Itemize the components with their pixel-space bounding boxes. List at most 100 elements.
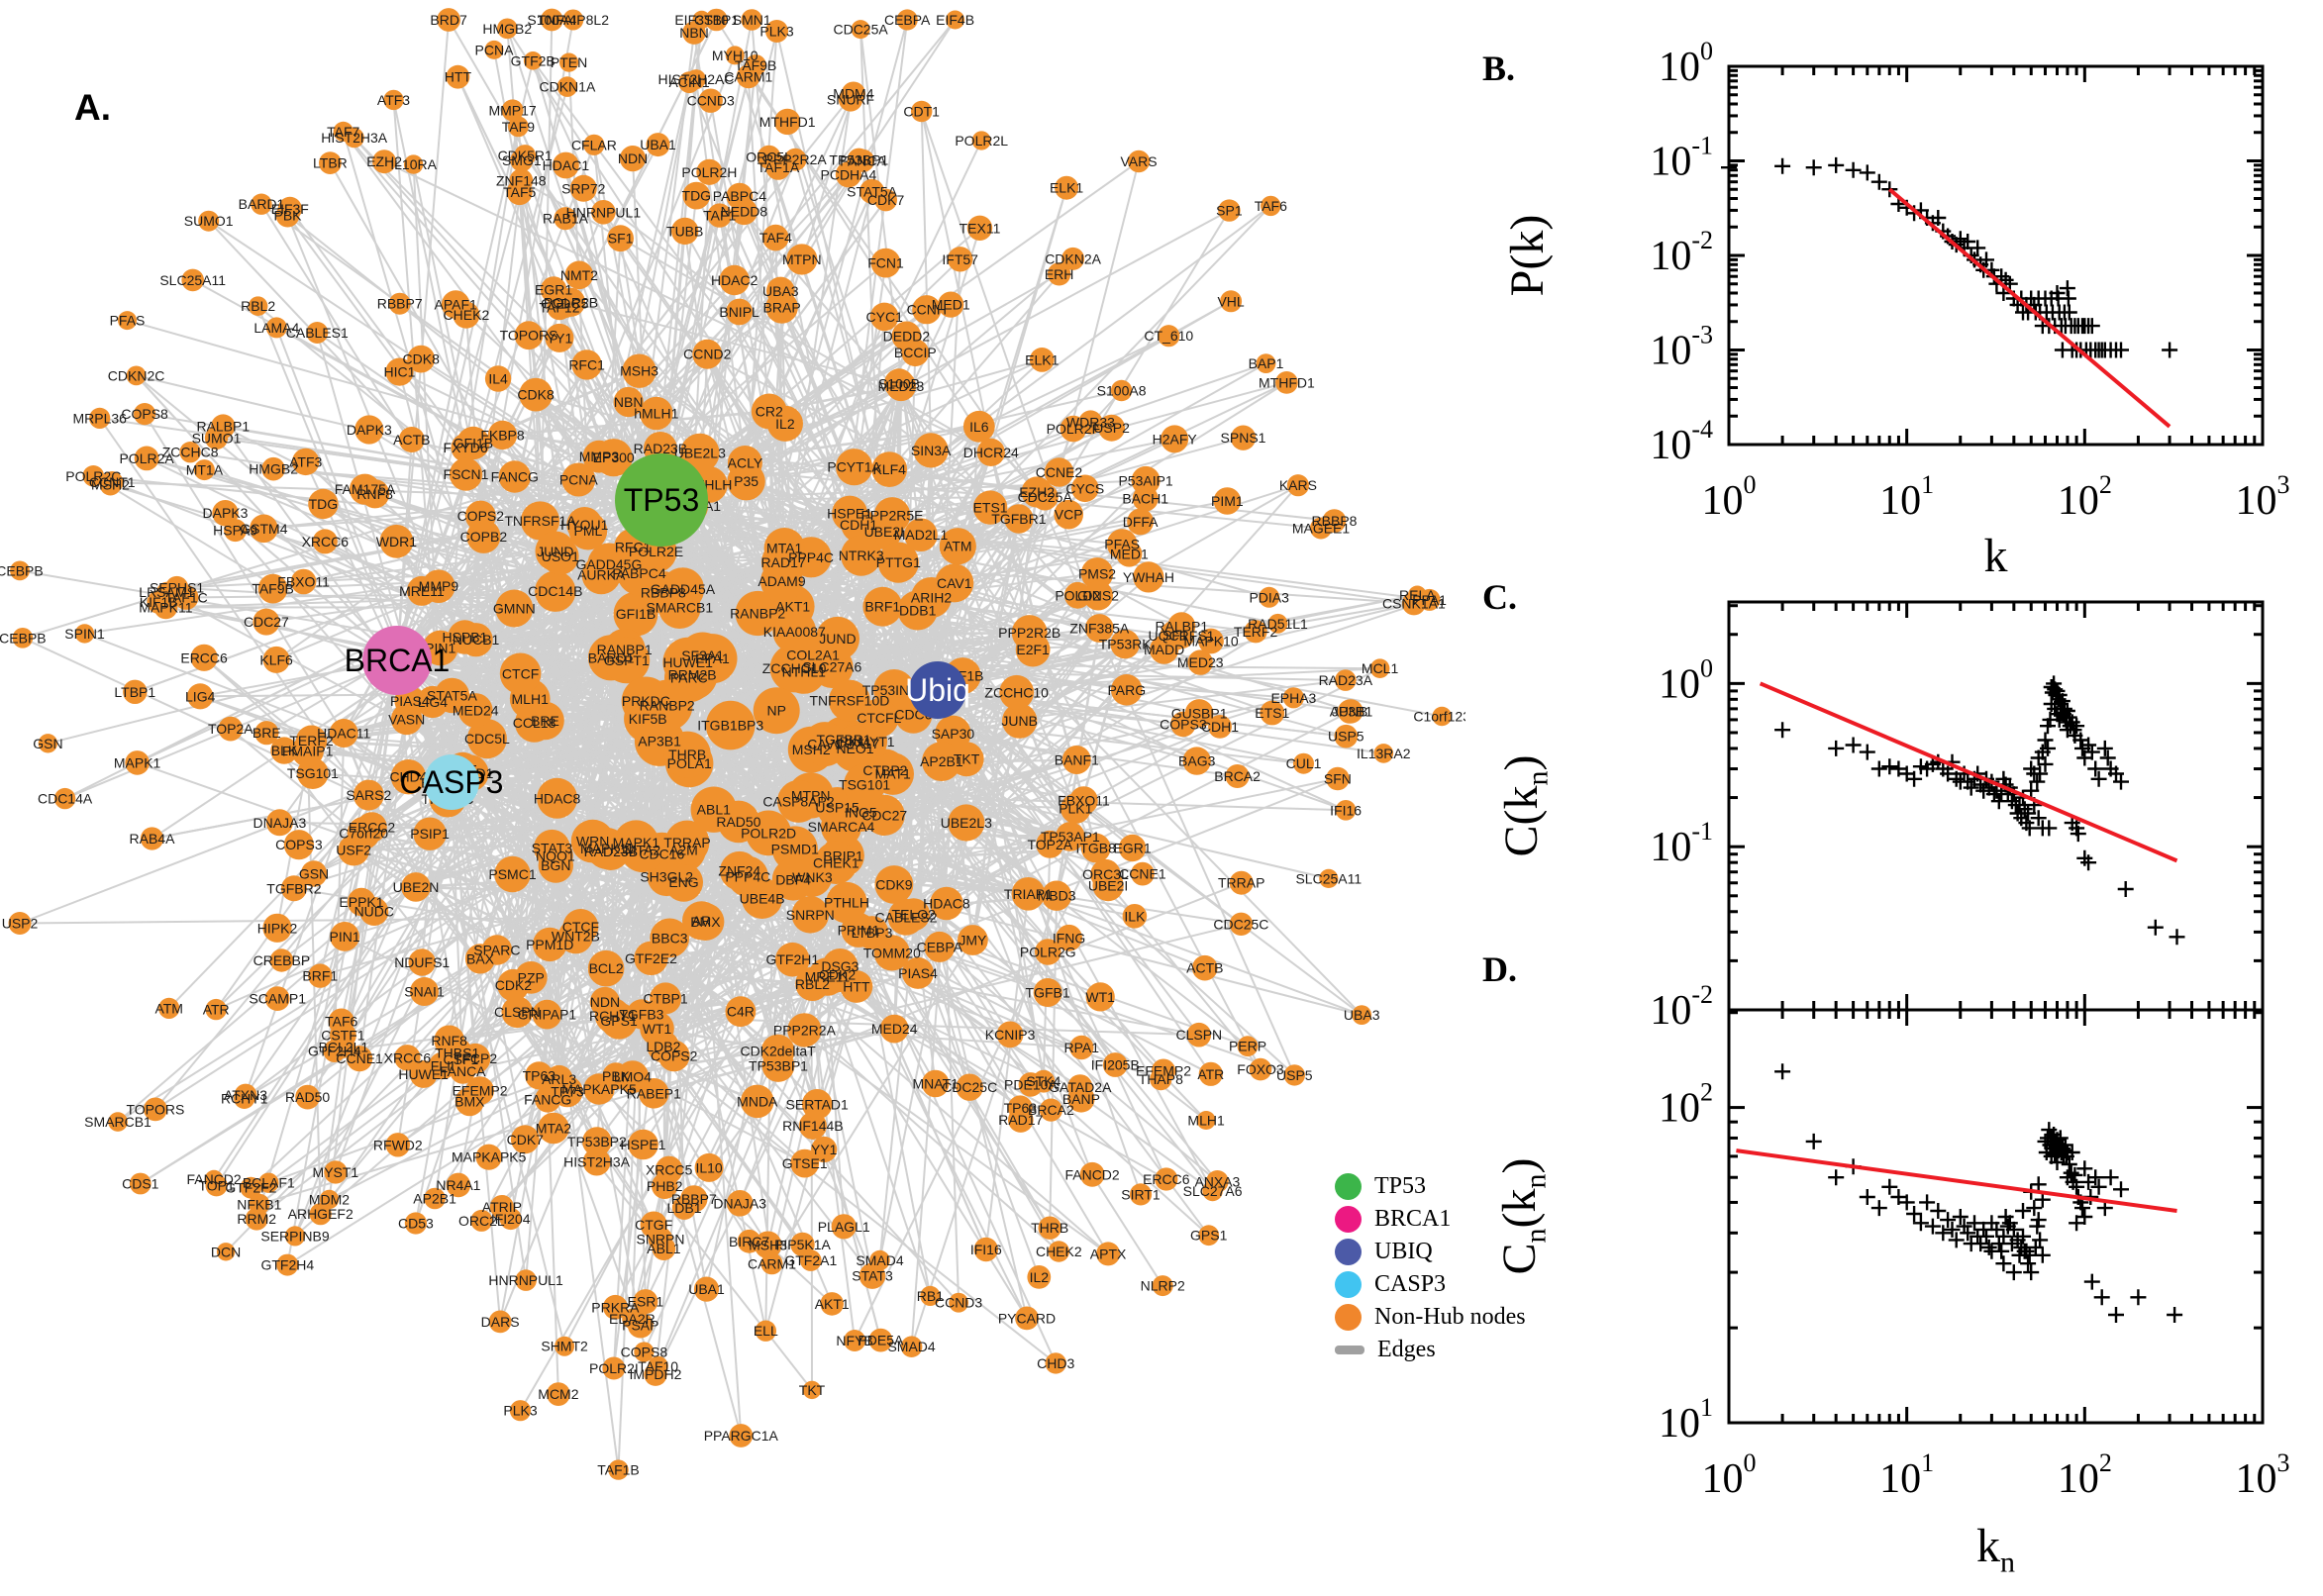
svg-text:S100A4: S100A4	[527, 12, 576, 28]
svg-text:A2M: A2M	[669, 842, 698, 857]
svg-text:TEX11: TEX11	[960, 220, 1001, 236]
svg-text:MSH3: MSH3	[749, 1237, 787, 1252]
svg-text:MDM4: MDM4	[833, 86, 873, 102]
network-hub-nodes: TP53 BRCA1 Ubiq CASP3	[345, 453, 970, 810]
svg-text:FBXO11: FBXO11	[1058, 793, 1110, 809]
svg-text:FANCA: FANCA	[440, 1063, 486, 1079]
hub-label-casp3: CASP3	[400, 764, 504, 800]
svg-text:ILK: ILK	[1124, 908, 1146, 924]
svg-text:ZNF385A: ZNF385A	[1069, 621, 1130, 637]
svg-text:ARL3: ARL3	[542, 1071, 576, 1087]
svg-text:RBL2: RBL2	[241, 298, 275, 314]
svg-text:TGFBR1: TGFBR1	[991, 511, 1046, 527]
svg-text:CAV1: CAV1	[937, 575, 972, 591]
svg-text:IL6: IL6	[969, 419, 989, 435]
svg-text:CLSPN: CLSPN	[1175, 1027, 1222, 1043]
svg-text:SMG1: SMG1	[502, 152, 542, 168]
svg-text:BAX: BAX	[466, 950, 495, 966]
svg-text:CDK7: CDK7	[507, 1132, 545, 1147]
svg-text:CDC25A: CDC25A	[1018, 489, 1073, 505]
svg-text:Cn(kn): Cn(kn)	[1493, 1158, 1553, 1275]
svg-text:NMT2: NMT2	[560, 267, 598, 283]
svg-text:HUWE1: HUWE1	[398, 1066, 449, 1082]
svg-text:TDG: TDG	[309, 496, 339, 512]
svg-text:IFI205B: IFI205B	[1091, 1057, 1140, 1073]
power-law-fit-line	[1736, 1148, 2177, 1213]
svg-text:GTF2H1: GTF2H1	[765, 951, 819, 967]
svg-text:DAPK3: DAPK3	[347, 422, 392, 438]
svg-text:FLII: FLII	[431, 1057, 454, 1073]
svg-text:HIST2H2AC: HIST2H2AC	[657, 71, 734, 87]
svg-text:NUDC: NUDC	[354, 904, 394, 920]
svg-text:PARC: PARC	[670, 670, 708, 686]
svg-text:PLK3: PLK3	[503, 1403, 537, 1419]
svg-text:NQO1: NQO1	[536, 848, 575, 863]
svg-text:HMGB2: HMGB2	[482, 21, 532, 37]
svg-text:RAD23B: RAD23B	[634, 441, 687, 456]
svg-text:PFAS: PFAS	[110, 313, 146, 329]
svg-text:CABLES2: CABLES2	[874, 909, 937, 925]
svg-text:MAGEE1: MAGEE1	[1292, 521, 1351, 537]
svg-text:101: 101	[1879, 470, 1934, 524]
svg-text:PTHLH: PTHLH	[824, 895, 869, 911]
svg-text:RCHY1: RCHY1	[589, 1008, 637, 1024]
svg-text:10-2: 10-2	[1650, 226, 1713, 279]
svg-text:BCLAF1: BCLAF1	[243, 1175, 295, 1191]
legend-dot-icon	[1335, 1206, 1362, 1233]
svg-text:SERPINB9: SERPINB9	[260, 1228, 329, 1244]
legend-dot-icon	[1335, 1271, 1362, 1298]
svg-text:KLF4: KLF4	[872, 461, 906, 477]
svg-text:HIC1: HIC1	[384, 364, 416, 380]
svg-text:kn: kn	[1976, 1520, 2015, 1579]
svg-text:AP2B1: AP2B1	[413, 1191, 456, 1207]
svg-text:CTBP2: CTBP2	[862, 762, 907, 778]
svg-text:CHEK2: CHEK2	[444, 307, 490, 323]
svg-text:NLRP2: NLRP2	[1141, 1278, 1185, 1294]
svg-text:STAT5A: STAT5A	[427, 687, 477, 703]
svg-text:SMN1: SMN1	[733, 12, 771, 28]
svg-text:VARS: VARS	[1120, 153, 1157, 169]
svg-text:FCN1: FCN1	[867, 255, 904, 271]
svg-text:PYCARD: PYCARD	[998, 1310, 1056, 1326]
svg-text:TRIAP1: TRIAP1	[1004, 886, 1053, 902]
svg-text:UQCRFS1: UQCRFS1	[1149, 628, 1215, 644]
svg-text:MTPN: MTPN	[791, 787, 831, 803]
svg-text:COPS8: COPS8	[621, 1345, 668, 1360]
svg-text:RAD17: RAD17	[761, 554, 806, 570]
svg-text:TOP2A: TOP2A	[208, 721, 253, 737]
hub-label-tp53: TP53	[624, 482, 699, 518]
svg-text:GSTM4: GSTM4	[240, 521, 287, 537]
svg-text:ERCC6: ERCC6	[180, 649, 228, 665]
svg-text:NDN: NDN	[618, 150, 648, 166]
svg-text:CARM1: CARM1	[724, 68, 772, 84]
svg-text:NTHL1: NTHL1	[782, 663, 827, 679]
svg-text:ATF3: ATF3	[377, 92, 410, 108]
svg-text:MAPK11: MAPK11	[580, 841, 634, 856]
svg-text:PDE10A: PDE10A	[1004, 1076, 1058, 1092]
svg-text:TP53BP1: TP53BP1	[829, 152, 888, 168]
svg-text:AP3B1: AP3B1	[638, 734, 681, 749]
svg-text:102: 102	[2058, 1448, 2112, 1502]
svg-text:100: 100	[1659, 653, 1713, 707]
svg-text:RBBP7: RBBP7	[671, 1191, 717, 1207]
svg-text:STAT3: STAT3	[852, 1268, 893, 1284]
svg-text:SPIN1: SPIN1	[64, 626, 105, 642]
svg-text:USP2: USP2	[2, 916, 39, 932]
svg-text:SRP72: SRP72	[561, 180, 606, 196]
svg-text:MTA1: MTA1	[766, 541, 803, 556]
svg-text:LDB1: LDB1	[666, 1200, 701, 1216]
svg-text:GTF2F2: GTF2F2	[225, 1180, 276, 1196]
svg-text:IL10RA: IL10RA	[390, 156, 437, 172]
svg-text:COPS2: COPS2	[457, 508, 505, 524]
svg-text:ELK1: ELK1	[1050, 180, 1083, 196]
svg-text:RBBP8: RBBP8	[1312, 513, 1358, 529]
svg-text:RFWD2: RFWD2	[373, 1137, 423, 1152]
svg-text:VASN: VASN	[388, 711, 425, 727]
svg-text:VCP: VCP	[1055, 507, 1083, 523]
svg-text:PZP: PZP	[518, 969, 545, 985]
svg-text:SAP30: SAP30	[932, 726, 975, 742]
svg-text:XRCC6: XRCC6	[384, 1049, 432, 1065]
svg-text:SMAD4: SMAD4	[887, 1339, 935, 1354]
svg-text:AKT1: AKT1	[815, 1296, 850, 1312]
